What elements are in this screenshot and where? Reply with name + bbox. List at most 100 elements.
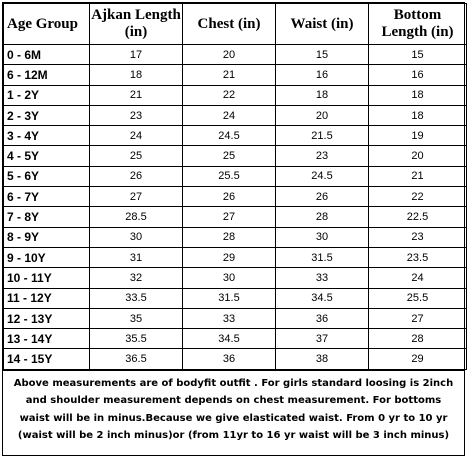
age-cell: 5 - 6Y [3,165,90,188]
header-chest: Chest (in) [182,3,276,45]
chest-cell: 26 [182,186,276,208]
bottom-length-cell: 18 [368,84,467,106]
table-row: 12 - 13Y 35 33 36 27 [3,307,467,330]
bottom-length-cell: 25.5 [368,287,467,309]
bottom-length-cell: 22 [368,186,467,208]
table-row: 6 - 12M 18 21 16 16 [3,64,467,86]
table-body: 0 - 6M 17 20 15 15 6 - 12M 18 21 16 16 1 - 2Y 21 22 1… [3,43,467,370]
bottom-length-cell: 18 [368,104,467,127]
age-cell: 13 - 14Y [3,328,90,350]
table-row: 6 - 7Y 27 26 26 22 [3,186,467,208]
bottom-length-cell: 16 [368,64,467,86]
table-row: 11 - 12Y 33.5 31.5 34.5 25.5 [3,287,467,309]
waist-cell: 16 [275,64,369,86]
ajkan-length-cell: 26 [89,165,183,188]
bottom-length-cell: 23.5 [368,246,467,269]
waist-cell: 38 [275,348,369,370]
table-row: 10 - 11Y 32 30 33 24 [3,267,467,289]
ajkan-length-cell: 27 [89,186,183,208]
table-row: 3 - 4Y 24 24.5 21.5 19 [3,125,467,147]
measurement-note: Above measurements are of bodyfit outfit… [3,369,464,449]
table-row: 9 - 10Y 31 29 31.5 23.5 [3,246,467,269]
waist-cell: 24.5 [275,165,369,188]
chest-cell: 33 [182,307,276,330]
header-age-group: Age Group [3,3,90,45]
ajkan-length-cell: 23 [89,104,183,127]
chest-cell: 34.5 [182,328,276,350]
chest-cell: 24.5 [182,125,276,147]
chest-cell: 25.5 [182,165,276,188]
bottom-length-cell: 28 [368,328,467,350]
chest-cell: 29 [182,246,276,269]
ajkan-length-cell: 21 [89,84,183,106]
table-row: 7 - 8Y 28.5 27 28 22.5 [3,206,467,228]
bottom-length-cell: 23 [368,226,467,248]
age-cell: 10 - 11Y [3,267,90,289]
table-row: 1 - 2Y 21 22 18 18 [3,84,467,106]
waist-cell: 31.5 [275,246,369,269]
ajkan-length-cell: 28.5 [89,206,183,228]
age-cell: 7 - 8Y [3,206,90,228]
ajkan-length-cell: 33.5 [89,287,183,309]
ajkan-length-cell: 18 [89,64,183,86]
table-row: 5 - 6Y 26 25.5 24.5 21 [3,165,467,188]
age-cell: 0 - 6M [3,43,90,66]
age-cell: 14 - 15Y [3,348,90,370]
waist-cell: 26 [275,186,369,208]
age-cell: 3 - 4Y [3,125,90,147]
chest-cell: 21 [182,64,276,86]
age-cell: 4 - 5Y [3,145,90,167]
age-cell: 6 - 7Y [3,186,90,208]
waist-cell: 34.5 [275,287,369,309]
waist-cell: 28 [275,206,369,228]
chest-cell: 36 [182,348,276,370]
ajkan-length-cell: 32 [89,267,183,289]
ajkan-length-cell: 31 [89,246,183,269]
waist-cell: 20 [275,104,369,127]
size-chart-table: Age Group Ajkan Length (in) Chest (in) W… [3,3,467,370]
bottom-length-cell: 22.5 [368,206,467,228]
chest-cell: 22 [182,84,276,106]
age-cell: 8 - 9Y [3,226,90,248]
ajkan-length-cell: 25 [89,145,183,167]
waist-cell: 18 [275,84,369,106]
header-row: Age Group Ajkan Length (in) Chest (in) W… [3,3,467,45]
age-cell: 2 - 3Y [3,104,90,127]
bottom-length-cell: 21 [368,165,467,188]
waist-cell: 23 [275,145,369,167]
bottom-length-cell: 29 [368,348,467,370]
header-ajkan-length: Ajkan Length (in) [89,3,183,45]
header-waist: Waist (in) [275,3,369,45]
chest-cell: 30 [182,267,276,289]
age-cell: 1 - 2Y [3,84,90,106]
age-cell: 9 - 10Y [3,246,90,269]
bottom-length-cell: 24 [368,267,467,289]
chest-cell: 31.5 [182,287,276,309]
bottom-length-cell: 15 [368,43,467,66]
waist-cell: 37 [275,328,369,350]
table-row: 13 - 14Y 35.5 34.5 37 28 [3,328,467,350]
header-bottom-length: Bottom Length (in) [368,3,467,45]
bottom-length-cell: 19 [368,125,467,147]
chest-cell: 28 [182,226,276,248]
chest-cell: 27 [182,206,276,228]
waist-cell: 36 [275,307,369,330]
ajkan-length-cell: 35.5 [89,328,183,350]
chest-cell: 24 [182,104,276,127]
ajkan-length-cell: 24 [89,125,183,147]
waist-cell: 30 [275,226,369,248]
bottom-length-cell: 20 [368,145,467,167]
table-row: 2 - 3Y 23 24 20 18 [3,104,467,127]
waist-cell: 15 [275,43,369,66]
ajkan-length-cell: 30 [89,226,183,248]
ajkan-length-cell: 17 [89,43,183,66]
waist-cell: 21.5 [275,125,369,147]
age-cell: 11 - 12Y [3,287,90,309]
table-row: 0 - 6M 17 20 15 15 [3,43,467,66]
age-cell: 6 - 12M [3,64,90,86]
bottom-length-cell: 27 [368,307,467,330]
table-row: 4 - 5Y 25 25 23 20 [3,145,467,167]
waist-cell: 33 [275,267,369,289]
chest-cell: 25 [182,145,276,167]
